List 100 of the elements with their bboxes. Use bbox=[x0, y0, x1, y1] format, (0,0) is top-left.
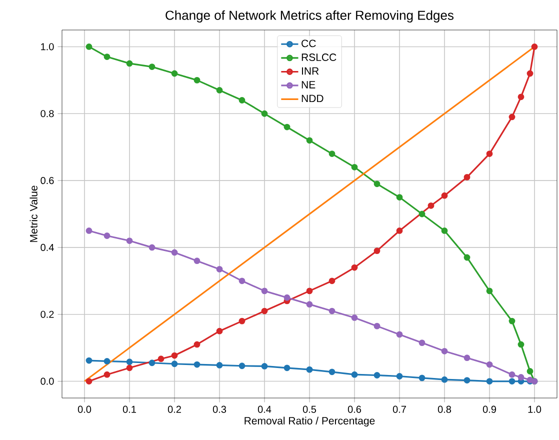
point bbox=[441, 348, 448, 354]
point bbox=[284, 294, 290, 301]
y-tick-label: 1.0 bbox=[41, 43, 54, 50]
point bbox=[284, 124, 290, 130]
point bbox=[396, 194, 403, 200]
point bbox=[194, 76, 200, 84]
point bbox=[486, 378, 493, 384]
x-tick-label: 0.8 bbox=[438, 406, 452, 413]
point bbox=[464, 354, 470, 362]
point bbox=[104, 54, 110, 60]
point bbox=[351, 371, 358, 378]
x-tick-label: 0.4 bbox=[258, 406, 272, 413]
point bbox=[126, 238, 133, 244]
x-tick-label: 1.0 bbox=[528, 406, 542, 413]
point bbox=[374, 248, 380, 254]
legend-label: INR bbox=[302, 67, 319, 75]
point bbox=[396, 228, 403, 234]
legend-label: RSLCC bbox=[302, 54, 336, 61]
point bbox=[238, 362, 246, 370]
point bbox=[158, 356, 164, 362]
point bbox=[374, 180, 380, 188]
point bbox=[216, 87, 223, 94]
point bbox=[464, 254, 470, 261]
y-axis-title: Metric Value bbox=[30, 186, 38, 242]
point bbox=[171, 249, 178, 256]
point bbox=[104, 232, 110, 239]
point bbox=[86, 357, 92, 364]
point bbox=[486, 150, 493, 157]
point bbox=[171, 360, 178, 368]
point bbox=[518, 341, 524, 348]
legend-label: NDD bbox=[302, 94, 324, 102]
point bbox=[518, 94, 524, 100]
legend-label: NE bbox=[302, 81, 316, 88]
point bbox=[194, 341, 200, 348]
point bbox=[374, 372, 380, 378]
point bbox=[464, 174, 470, 180]
point bbox=[194, 361, 200, 368]
point bbox=[351, 264, 358, 271]
point bbox=[148, 360, 156, 366]
y-tick-label: 0.4 bbox=[40, 244, 54, 251]
x-tick-label: 0.1 bbox=[122, 406, 136, 413]
point bbox=[418, 340, 426, 346]
point bbox=[441, 228, 448, 234]
point bbox=[418, 210, 426, 218]
y-tick-label: 0.2 bbox=[40, 310, 54, 318]
x-tick-label: 0.0 bbox=[78, 406, 92, 413]
point bbox=[261, 308, 268, 314]
point bbox=[428, 202, 434, 209]
point bbox=[148, 64, 156, 70]
point bbox=[261, 363, 268, 370]
point bbox=[526, 70, 534, 77]
point bbox=[328, 308, 336, 314]
point bbox=[526, 368, 534, 374]
x-tick-label: 0.3 bbox=[212, 406, 226, 413]
point bbox=[464, 377, 470, 384]
point bbox=[284, 364, 290, 372]
x-tick-label: 0.6 bbox=[348, 406, 362, 413]
point bbox=[238, 97, 246, 104]
point bbox=[306, 301, 313, 308]
point bbox=[508, 114, 516, 120]
point bbox=[396, 373, 403, 380]
point bbox=[306, 366, 313, 373]
point bbox=[261, 110, 268, 117]
point bbox=[418, 374, 426, 382]
point bbox=[238, 278, 246, 284]
point bbox=[486, 288, 493, 294]
point bbox=[216, 362, 223, 368]
y-tick-label: 0.8 bbox=[40, 110, 54, 118]
point bbox=[351, 164, 358, 170]
point bbox=[396, 331, 403, 338]
point bbox=[238, 318, 246, 324]
point bbox=[194, 258, 200, 264]
point bbox=[531, 44, 538, 50]
point bbox=[306, 288, 313, 294]
point bbox=[86, 378, 92, 384]
point bbox=[148, 244, 156, 251]
point bbox=[508, 318, 516, 324]
point bbox=[508, 371, 516, 378]
point bbox=[171, 352, 178, 359]
point bbox=[104, 358, 110, 364]
point bbox=[351, 314, 358, 321]
point bbox=[374, 322, 380, 330]
point bbox=[216, 266, 223, 272]
point bbox=[518, 374, 524, 380]
x-tick-label: 0.2 bbox=[168, 406, 181, 413]
legend-label: CC bbox=[302, 40, 316, 48]
point bbox=[216, 328, 223, 334]
point bbox=[328, 368, 336, 376]
x-tick-label: 0.7 bbox=[392, 406, 406, 413]
y-tick-label: 0.0 bbox=[40, 378, 54, 385]
point bbox=[86, 44, 92, 50]
point bbox=[508, 378, 516, 384]
x-tick-label: 0.9 bbox=[482, 406, 496, 413]
point bbox=[328, 150, 336, 157]
point bbox=[306, 137, 313, 144]
point bbox=[441, 376, 448, 383]
point bbox=[171, 70, 178, 77]
point bbox=[86, 228, 92, 234]
x-tick-label: 0.5 bbox=[302, 406, 316, 413]
point bbox=[104, 371, 110, 378]
